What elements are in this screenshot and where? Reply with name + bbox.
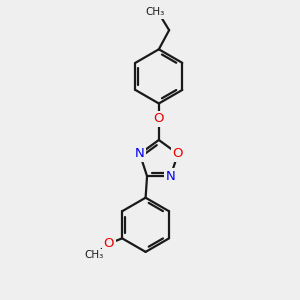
Text: O: O [172,147,183,160]
Text: N: N [135,147,145,160]
Text: CH₃: CH₃ [146,7,165,17]
Text: O: O [154,112,164,125]
Text: O: O [103,237,114,250]
Text: N: N [166,170,176,183]
Text: CH₃: CH₃ [84,250,103,260]
